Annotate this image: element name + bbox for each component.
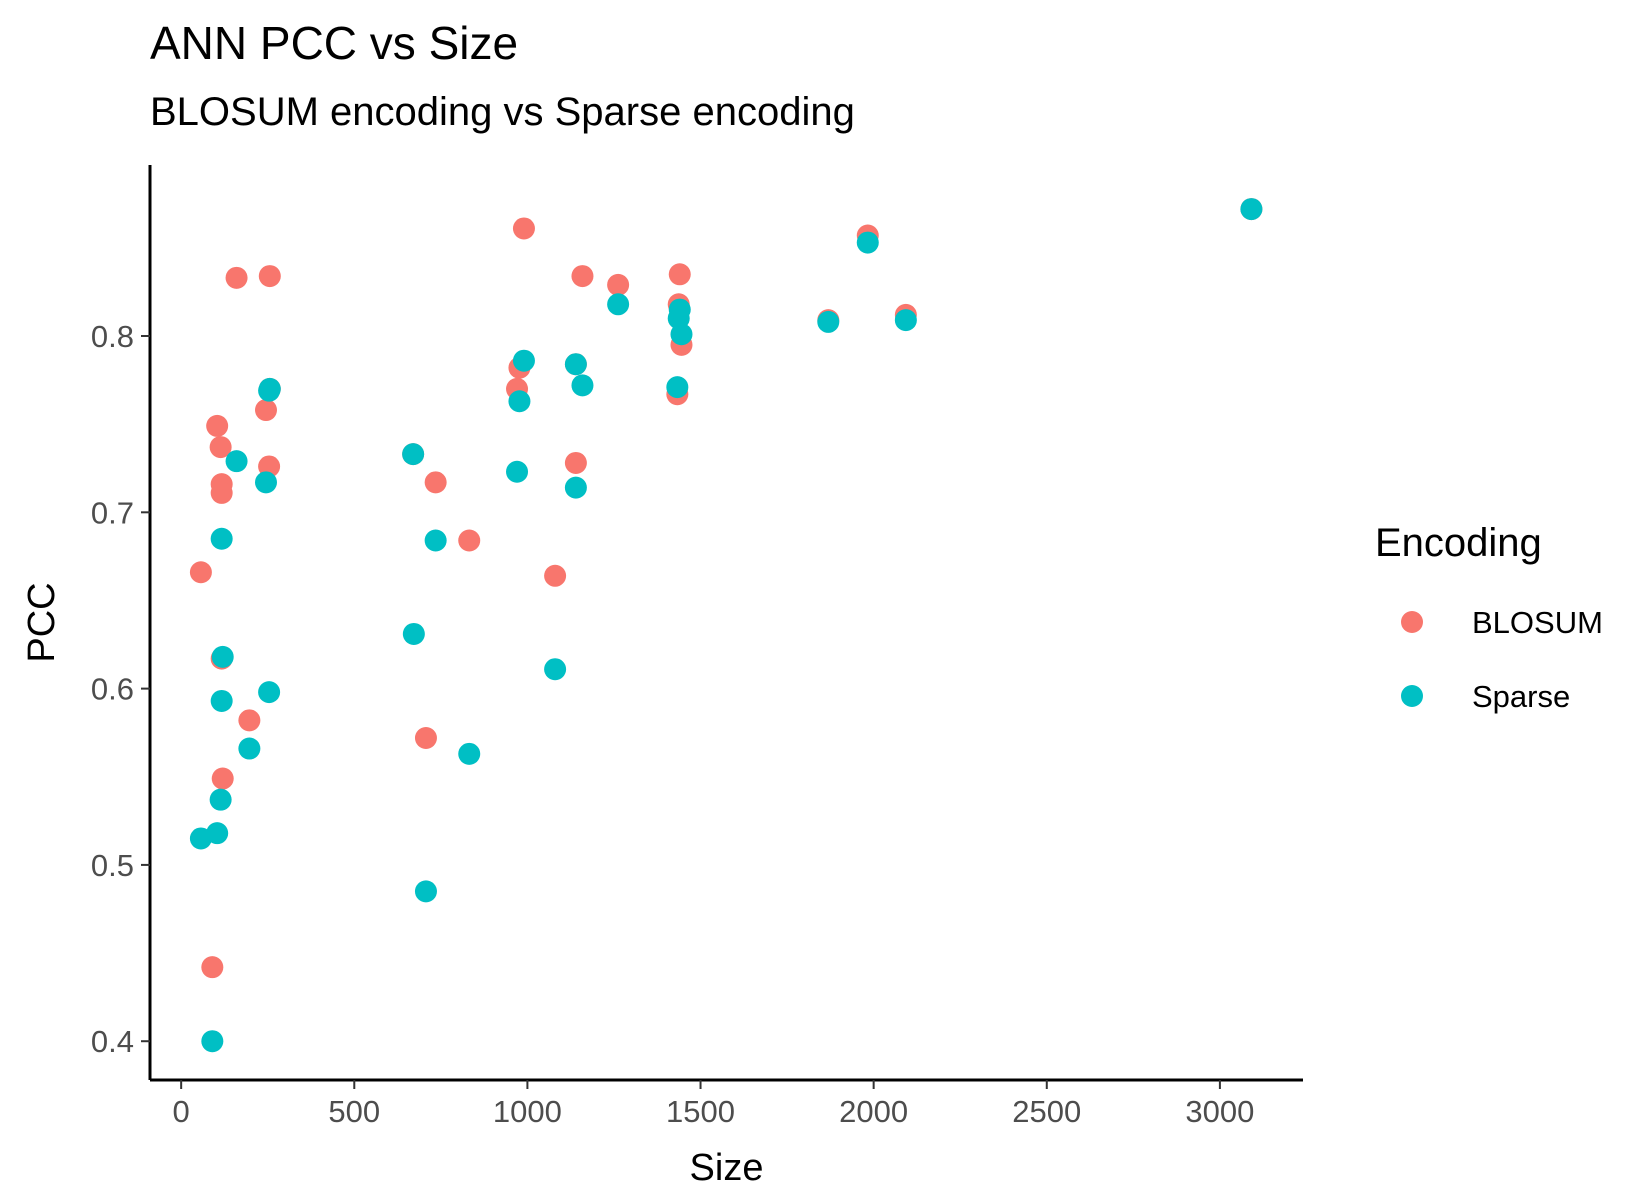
point-sparse (817, 310, 840, 333)
point-sparse (209, 788, 232, 811)
point-sparse (856, 231, 879, 254)
point-sparse (1240, 198, 1263, 221)
legend-label-blosum: BLOSUM (1472, 605, 1603, 640)
x-tick-label: 2500 (1012, 1094, 1081, 1129)
point-sparse (210, 689, 233, 712)
y-axis-title: PCC (21, 582, 63, 662)
point-sparse (668, 298, 691, 321)
point-sparse (206, 822, 229, 845)
y-tick-label: 0.7 (91, 495, 134, 530)
point-blosum (210, 481, 233, 504)
point-sparse (211, 645, 234, 668)
x-tick-label: 0 (173, 1094, 190, 1129)
point-blosum (238, 709, 261, 732)
point-blosum (201, 956, 224, 979)
point-sparse (607, 293, 630, 316)
x-tick-label: 2000 (839, 1094, 908, 1129)
point-sparse (414, 880, 437, 903)
point-sparse (564, 476, 587, 499)
point-sparse (258, 681, 281, 704)
point-blosum (668, 263, 691, 286)
data-points (189, 198, 1263, 1053)
point-blosum (607, 273, 630, 296)
point-blosum (512, 217, 535, 240)
y-tick-label: 0.5 (91, 848, 134, 883)
y-tick-label: 0.6 (91, 672, 134, 707)
x-tick-label: 1500 (666, 1094, 735, 1129)
legend-key-sparse (1401, 685, 1423, 707)
point-sparse (544, 658, 567, 681)
point-sparse (506, 460, 529, 483)
point-sparse (254, 471, 277, 494)
point-sparse (512, 349, 535, 372)
point-sparse (571, 374, 594, 397)
point-sparse (424, 529, 447, 552)
y-tick-label: 0.8 (91, 319, 134, 354)
point-sparse (564, 353, 587, 376)
point-sparse (670, 323, 693, 346)
point-blosum (225, 266, 248, 289)
chart-subtitle: BLOSUM encoding vs Sparse encoding (150, 90, 855, 134)
point-sparse (402, 622, 425, 645)
x-tick-label: 1000 (493, 1094, 562, 1129)
point-sparse (894, 309, 917, 332)
point-blosum (258, 265, 281, 288)
point-blosum (458, 529, 481, 552)
point-sparse (508, 390, 531, 413)
x-tick-label: 500 (328, 1094, 380, 1129)
point-blosum (571, 265, 594, 288)
legend-title: Encoding (1375, 521, 1542, 565)
point-blosum (209, 436, 232, 459)
legend: Encoding BLOSUM Sparse (1375, 521, 1603, 714)
y-tick-label: 0.4 (91, 1024, 134, 1059)
x-tick-label: 3000 (1185, 1094, 1254, 1129)
point-blosum (414, 726, 437, 749)
axes: 0 500 1000 1500 2000 2500 3000 0.4 0.5 0.6 0.7 0.8 S… (21, 165, 1303, 1189)
point-blosum (211, 767, 234, 790)
point-blosum (254, 399, 277, 422)
point-sparse (210, 527, 233, 550)
point-sparse (458, 742, 481, 765)
point-sparse (666, 376, 689, 399)
x-axis-title: Size (690, 1147, 764, 1189)
point-blosum (544, 564, 567, 587)
legend-key-blosum (1401, 611, 1423, 633)
legend-label-sparse: Sparse (1472, 679, 1570, 714)
point-blosum (189, 561, 212, 584)
point-sparse (258, 377, 281, 400)
point-blosum (564, 451, 587, 474)
point-sparse (201, 1030, 224, 1053)
point-blosum (206, 414, 229, 437)
point-sparse (402, 443, 425, 466)
chart-title: ANN PCC vs Size (150, 17, 519, 69)
point-sparse (225, 450, 248, 473)
point-blosum (424, 471, 447, 494)
point-sparse (238, 737, 261, 760)
